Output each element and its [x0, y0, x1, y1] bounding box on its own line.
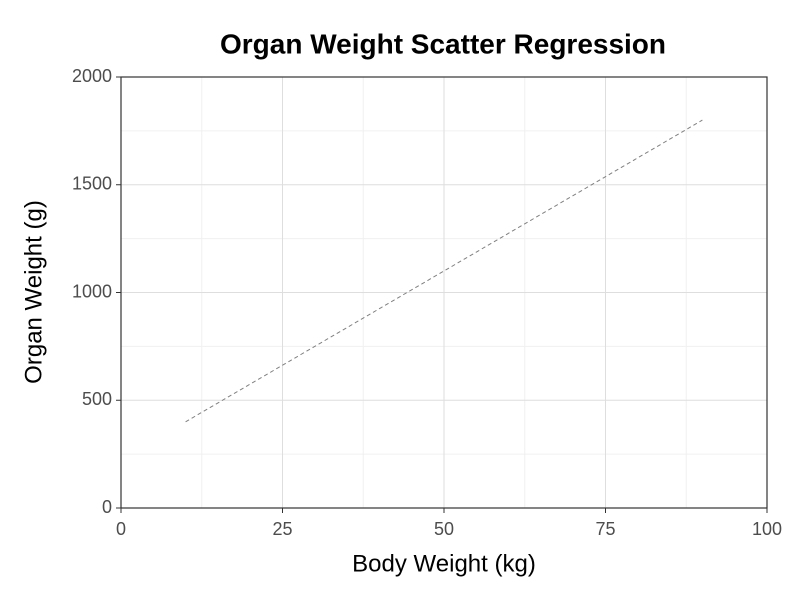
chart-title: Organ Weight Scatter Regression: [220, 28, 666, 59]
y-axis-title: Organ Weight (g): [20, 200, 47, 384]
regression-line: [185, 119, 703, 423]
x-tick-label: 50: [434, 519, 454, 539]
x-tick-label: 75: [595, 519, 615, 539]
y-tick-label: 2000: [72, 66, 112, 86]
y-tick-label: 0: [102, 497, 112, 517]
y-tick-label: 1000: [72, 281, 112, 301]
x-axis-title: Body Weight (kg): [352, 550, 536, 577]
y-tick-label: 1500: [72, 174, 112, 194]
x-tick-label: 0: [116, 519, 126, 539]
plot-border: [120, 76, 768, 509]
x-tick-label: 25: [272, 519, 292, 539]
x-tick-label: 100: [752, 519, 782, 539]
y-tick-label: 500: [82, 389, 112, 409]
